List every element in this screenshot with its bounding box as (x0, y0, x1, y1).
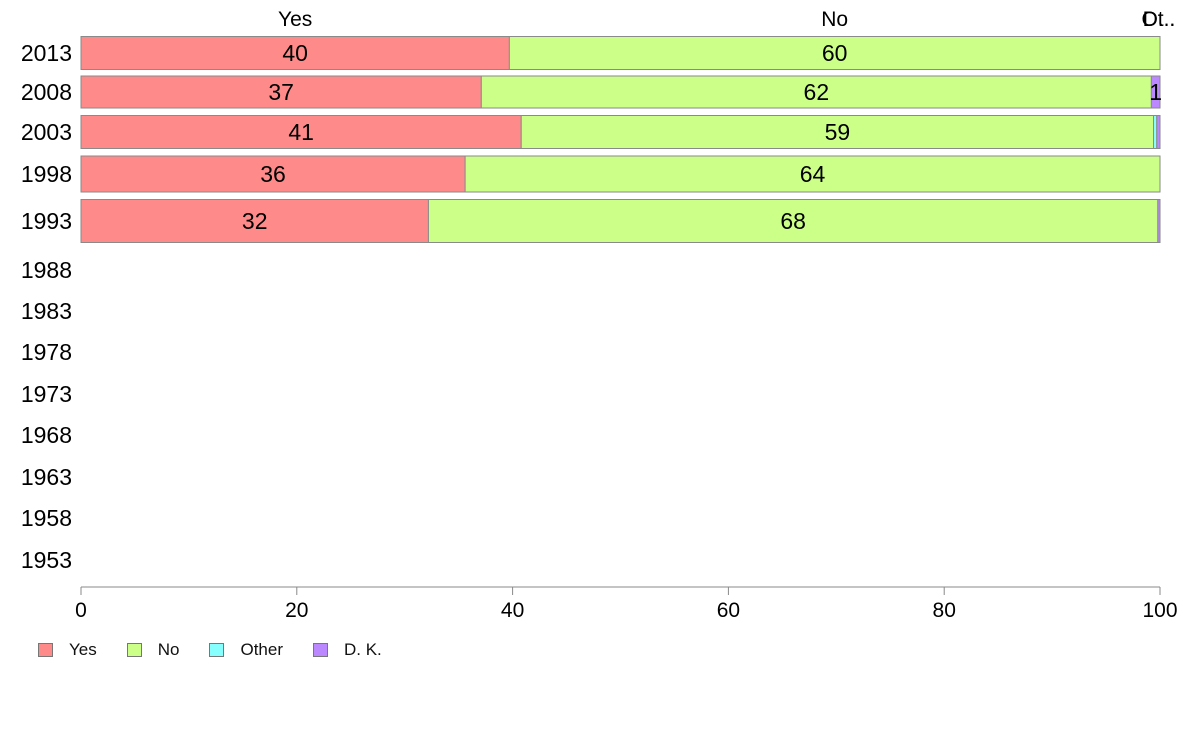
legend-label-no: No (157, 640, 180, 659)
legend-item-dk: D. K. (313, 640, 382, 660)
data-label-yes-1993: 32 (242, 208, 268, 234)
legend-swatch-no (126, 643, 142, 657)
legend-item-other: Other (209, 640, 283, 660)
x-tick-label-100: 100 (1142, 599, 1177, 622)
legend-item-no: No (126, 640, 180, 660)
bar-dk-2003 (1156, 115, 1161, 149)
top-label-3: D... (1143, 8, 1176, 31)
bar-no-2013 (508, 36, 1161, 70)
bar-yes-1998 (80, 155, 466, 193)
bar-dk-2008 (1150, 75, 1161, 109)
data-label-dk-2008: 1 (1149, 79, 1162, 105)
data-label-yes-1998: 36 (260, 161, 286, 187)
data-label-no-2013: 60 (822, 40, 848, 66)
legend-item-yes: Yes (38, 640, 97, 660)
category-label-1978: 1978 (21, 339, 72, 365)
data-label-no-1998: 64 (800, 161, 826, 187)
legend-label-yes: Yes (69, 640, 97, 659)
bar-no-1998 (464, 155, 1161, 193)
category-label-1953: 1953 (21, 547, 72, 573)
data-label-no-2003: 59 (825, 119, 851, 145)
data-label-yes-2003: 41 (288, 119, 314, 145)
x-tick-label-40: 40 (501, 599, 524, 622)
x-tick-label-0: 0 (75, 599, 87, 622)
x-tick-label-60: 60 (717, 599, 740, 622)
legend-swatch-dk (313, 643, 328, 657)
data-label-no-2008: 62 (804, 79, 830, 105)
legend-swatch-other (209, 643, 225, 657)
x-tick-label-80: 80 (933, 599, 956, 622)
bar-no-1993 (427, 199, 1159, 243)
category-label-1963: 1963 (21, 464, 72, 490)
x-tick-label-20: 20 (285, 599, 308, 622)
legend-swatch-yes (38, 643, 53, 657)
category-label-2013: 2013 (21, 40, 72, 66)
category-label-2008: 2008 (21, 79, 72, 105)
top-label-0: Yes (278, 8, 312, 31)
bar-yes-1993 (80, 199, 429, 243)
data-label-yes-2013: 40 (282, 40, 308, 66)
category-label-1983: 1983 (21, 298, 72, 324)
bar-yes-2003 (80, 115, 522, 149)
legend-label-other: Other (240, 640, 283, 659)
category-label-1998: 1998 (21, 161, 72, 187)
data-label-no-1993: 68 (780, 208, 806, 234)
category-label-1973: 1973 (21, 381, 72, 407)
category-label-2003: 2003 (21, 119, 72, 145)
top-label-2: Ot.. (1141, 8, 1175, 31)
category-label-1958: 1958 (21, 505, 72, 531)
bar-no-2003 (520, 115, 1155, 149)
legend: Yes No Other D. K. (38, 640, 412, 660)
bar-dk-1993 (1157, 199, 1161, 243)
category-label-1968: 1968 (21, 422, 72, 448)
legend-label-dk: D. K. (344, 640, 382, 659)
data-label-yes-2008: 37 (268, 79, 294, 105)
top-label-1: No (821, 8, 848, 31)
category-label-1993: 1993 (21, 208, 72, 234)
category-label-1988: 1988 (21, 257, 72, 283)
